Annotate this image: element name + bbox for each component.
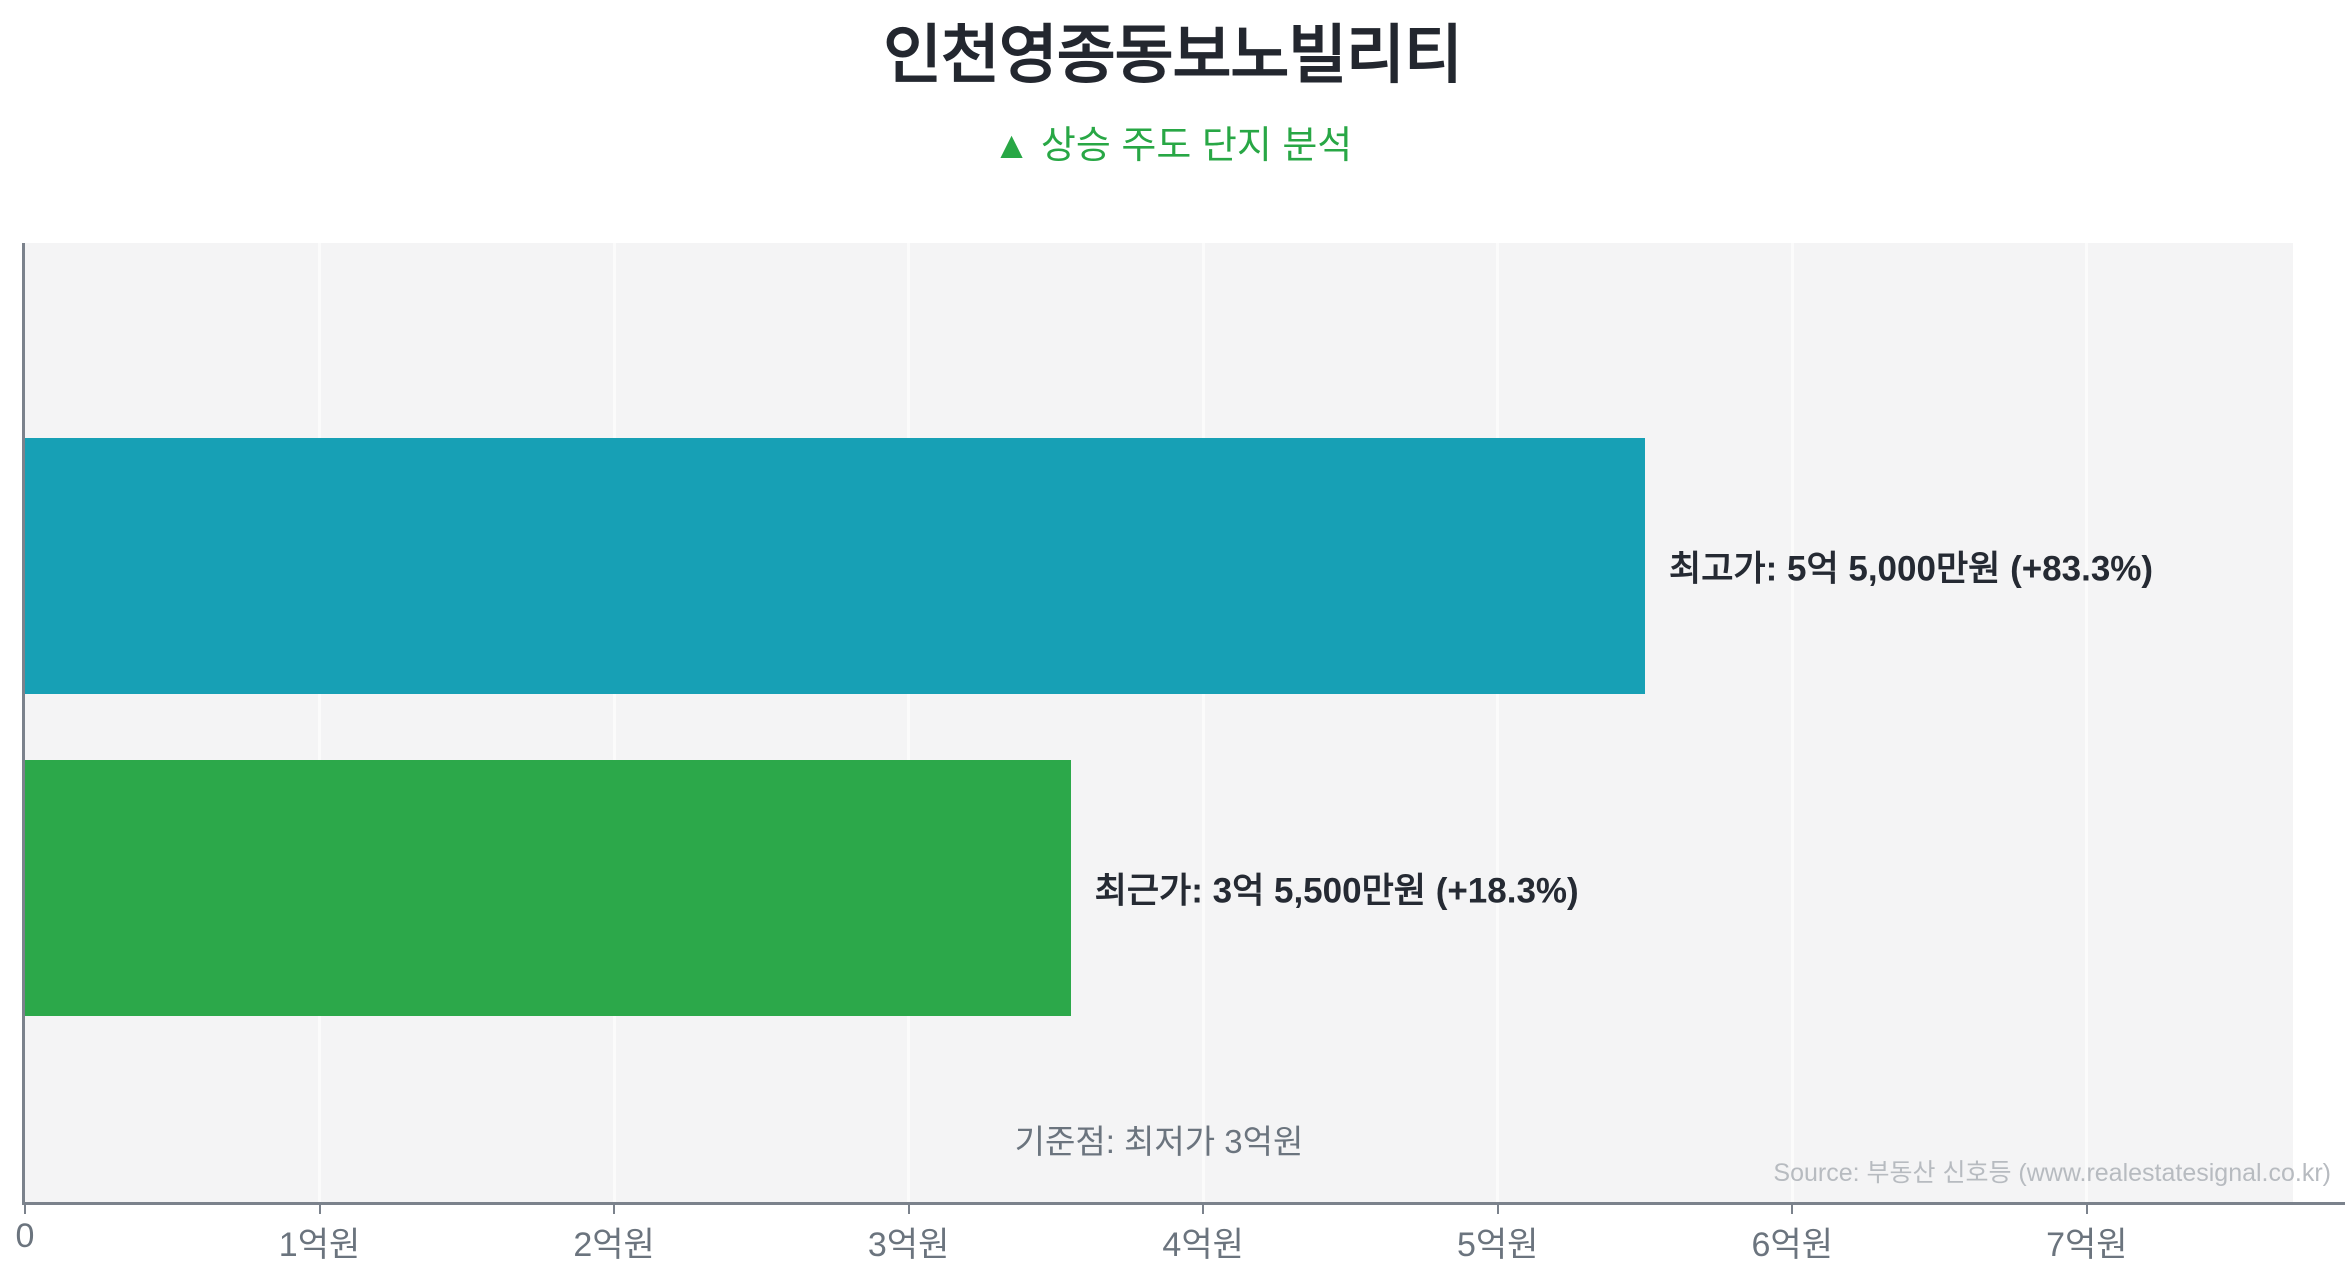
chart-title: 인천영종동보노빌리티 xyxy=(883,19,1463,91)
plot-area: 최고가: 5억 5,000만원 (+83.3%) 최근가: 3억 5,500만원… xyxy=(22,243,2293,1202)
bar-max-price: 최고가: 5억 5,000만원 (+83.3%) xyxy=(25,438,2153,694)
gridline xyxy=(907,243,911,1202)
gridline xyxy=(318,243,322,1202)
gridline xyxy=(1790,243,1794,1202)
x-axis-tick xyxy=(1791,1205,1794,1214)
gridline xyxy=(612,243,616,1202)
gridline xyxy=(1201,243,1205,1202)
x-axis-tick-label: 3억원 xyxy=(867,1226,950,1264)
x-axis-tick-label: 0 xyxy=(15,1217,35,1255)
source-credit: Source: 부동산 신호등 (www.realestatesignal.co… xyxy=(1773,1159,2331,1187)
x-axis-tick xyxy=(907,1205,910,1214)
chart-subtitle: ▲ 상승 주도 단지 분석 xyxy=(992,125,1353,167)
x-axis-tick xyxy=(1202,1205,1205,1214)
bar-max-price-label: 최고가: 5억 5,000만원 (+83.3%) xyxy=(1669,549,2154,589)
x-axis-tick xyxy=(318,1205,321,1214)
bar-recent-price-label: 최근가: 3억 5,500만원 (+18.3%) xyxy=(1094,871,1579,911)
x-axis-tick xyxy=(613,1205,616,1214)
x-axis-tick xyxy=(24,1205,26,1214)
x-axis-tick-label: 6억원 xyxy=(1751,1226,1834,1264)
bar-recent-price: 최근가: 3억 5,500만원 (+18.3%) xyxy=(25,760,1579,1016)
x-axis-tick-label: 5억원 xyxy=(1456,1226,1539,1264)
x-axis-tick-label: 1억원 xyxy=(278,1226,361,1264)
x-axis-tick-label: 4억원 xyxy=(1162,1226,1244,1264)
x-axis-tick xyxy=(1496,1205,1499,1214)
x-axis-tick xyxy=(2085,1205,2088,1214)
gridline xyxy=(2085,243,2089,1202)
x-axis-ticks: 0 1억원 2억원 3억원 4억원 5억원 6억원 7억원 xyxy=(16,1205,2293,1265)
x-axis-tick-label: 7억원 xyxy=(2046,1226,2128,1264)
baseline-note: 기준점: 최저가 3억원 xyxy=(1014,1123,1304,1160)
x-axis-line xyxy=(22,1202,2345,1205)
x-axis-tick-label: 2억원 xyxy=(573,1226,655,1264)
gridline xyxy=(1496,243,1500,1202)
